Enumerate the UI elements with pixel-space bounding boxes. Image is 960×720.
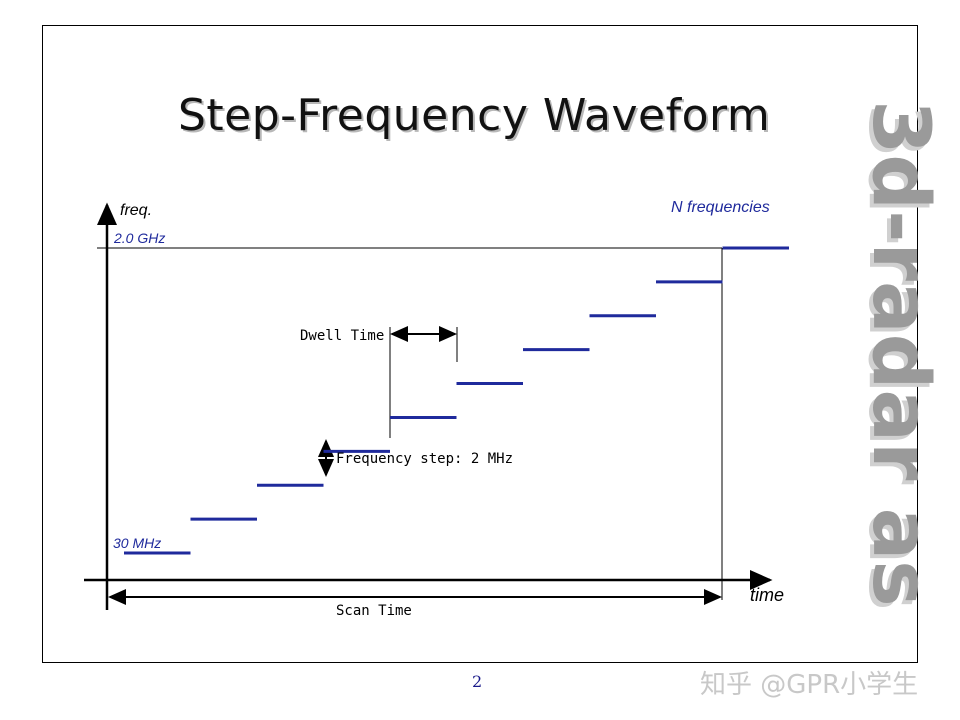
footer-credit: 知乎 @GPR小学生 bbox=[700, 670, 919, 700]
dwell-time-label: Dwell Time bbox=[300, 328, 384, 344]
n-frequencies-label: N frequencies bbox=[671, 199, 770, 216]
page-number: 2 bbox=[472, 672, 483, 691]
frequency-steps bbox=[124, 246, 789, 555]
top-frequency-label: 2.0 GHz bbox=[113, 230, 165, 246]
watermark-text: 3d-radar as bbox=[855, 100, 945, 607]
y-axis-label: freq. bbox=[120, 202, 152, 219]
slide-title: Step-Frequency Waveform bbox=[178, 90, 771, 141]
scan-time-label: Scan Time bbox=[336, 603, 412, 619]
frequency-step-label: Frequency step: 2 MHz bbox=[336, 451, 513, 467]
slide-frame bbox=[42, 25, 918, 663]
bottom-frequency-label: 30 MHz bbox=[113, 535, 161, 551]
x-axis-label: time bbox=[750, 585, 784, 605]
